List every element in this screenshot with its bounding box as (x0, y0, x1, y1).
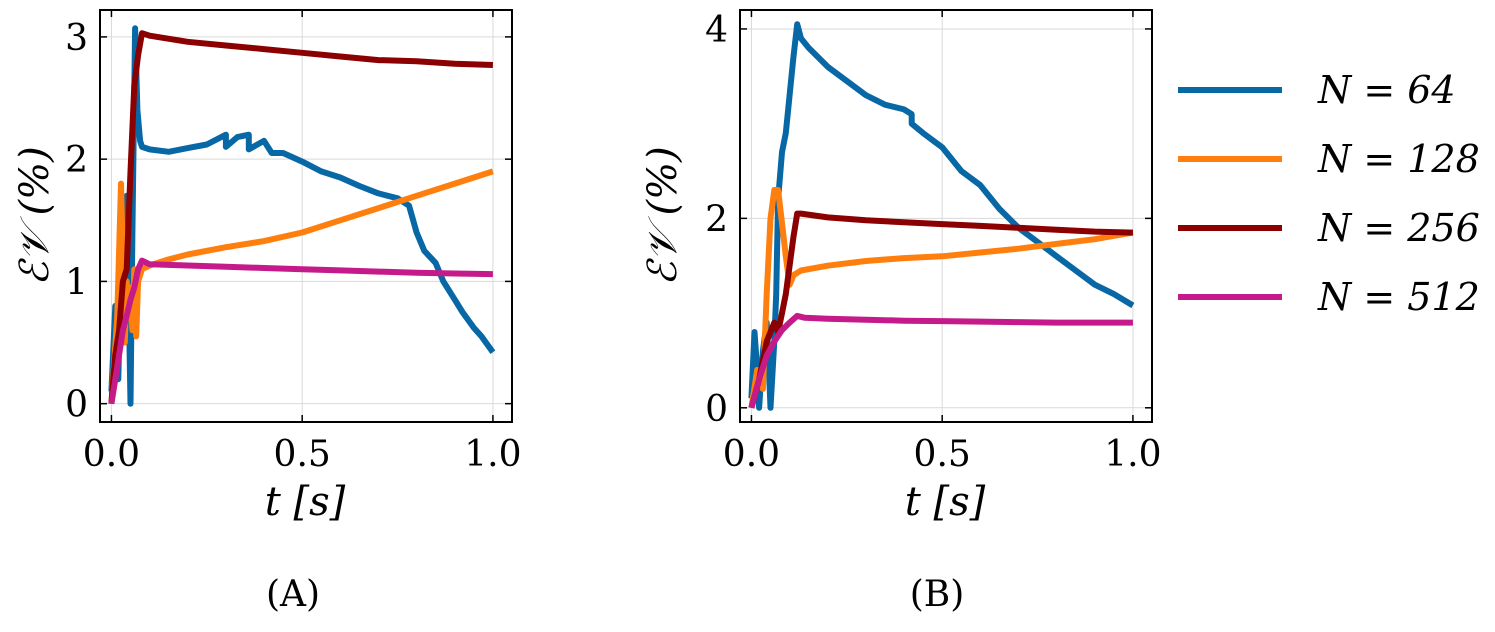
panel-a-caption: (A) (266, 574, 320, 615)
panel-b-series-line-4 (748, 312, 1133, 409)
panel-a-series-line-1 (108, 25, 496, 407)
panel-b-caption: (B) (910, 574, 965, 615)
legend-label-1: N = 64 (1317, 68, 1456, 112)
panel-b-series-line-2 (748, 187, 1134, 409)
legend-label-4: N = 512 (1317, 275, 1480, 319)
panel-b-ytick-label: 0 (705, 389, 728, 430)
panel-a-ytick-label: 0 (65, 385, 88, 426)
panel-a-ytick-label: 2 (65, 140, 88, 181)
panel-a-xtick-label: 0.0 (83, 434, 140, 475)
panel-b-xtick-label: 0.0 (723, 434, 780, 475)
panel-a-axes-frame (99, 9, 513, 423)
panel-a-ytick-label: 3 (65, 18, 88, 59)
panel-b-x-axis-label: t [s] (905, 479, 986, 525)
panel-b-xtick-label: 1.0 (1104, 434, 1161, 475)
panel-a-xtick-label: 1.0 (464, 434, 521, 475)
panel-b-ytick-label: 4 (705, 10, 728, 51)
panel-b-y-axis-label: ℰ𝒱 (%) (640, 146, 686, 285)
panel-a-x-axis-label: t [s] (265, 479, 346, 525)
legend-label-3: N = 256 (1317, 206, 1480, 250)
panel-b-xtick-label: 0.5 (914, 434, 971, 475)
panel-a-ytick-label: 1 (65, 262, 88, 303)
panel-b-series-line-3 (748, 210, 1133, 409)
panel-a-y-axis-label: ℰ𝒱 (%) (12, 146, 58, 285)
legend-label-2: N = 128 (1317, 137, 1480, 181)
panel-a-xtick-label: 0.5 (274, 434, 331, 475)
panel-b-ytick-label: 2 (705, 199, 728, 240)
panel-a-series-line-4 (108, 257, 493, 405)
panel-a-series-line-3 (108, 30, 493, 404)
panel-b-axes-frame (739, 9, 1153, 423)
